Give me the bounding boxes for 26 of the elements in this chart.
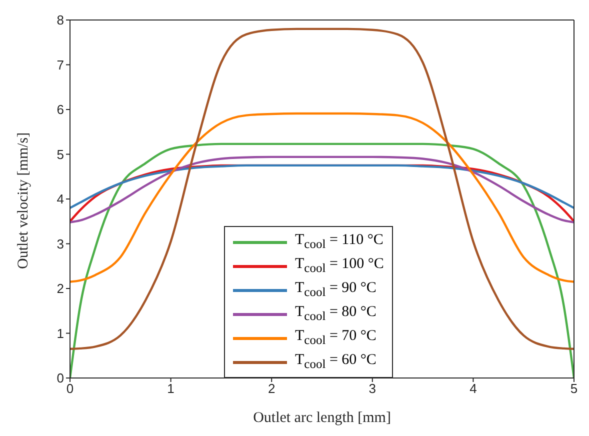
- y-tick-label: 8: [56, 12, 64, 28]
- x-tick-label: 0: [66, 381, 74, 396]
- x-tick-label: 4: [470, 381, 477, 396]
- y-tick-label: 1: [56, 326, 64, 341]
- x-tick-label: 5: [570, 381, 578, 396]
- legend-label: T$_{cool}$ = 80 °C: [295, 303, 376, 325]
- legend-label: T$_{cool}$ = 110 °C: [295, 231, 384, 253]
- line-series: [70, 28, 574, 350]
- y-tick-label: 2: [56, 281, 64, 296]
- y-tick-label: 6: [56, 102, 64, 118]
- y-tick-label: 5: [56, 146, 64, 162]
- y-tick-label: 7: [56, 57, 64, 72]
- legend-label: T$_{cool}$ = 90 °C: [295, 279, 376, 301]
- x-tick-label: 2: [268, 381, 276, 396]
- line-series: [70, 112, 574, 283]
- legend-label: T$_{cool}$ = 60 °C: [295, 351, 376, 373]
- y-tick-label: 0: [56, 370, 64, 386]
- x-axis-title: Outlet arc length [mm]: [253, 410, 391, 426]
- y-axis-title: Outlet velocity [mm/s]: [15, 132, 32, 269]
- line-series: [70, 164, 574, 210]
- y-tick-label: 3: [56, 236, 64, 252]
- legend-label: T$_{cool}$ = 70 °C: [295, 327, 376, 349]
- x-tick-label: 1: [167, 381, 174, 396]
- y-tick-label: 4: [56, 192, 64, 207]
- x-tick-label: 3: [368, 381, 376, 396]
- legend-label: T$_{cool}$ = 100 °C: [295, 255, 384, 277]
